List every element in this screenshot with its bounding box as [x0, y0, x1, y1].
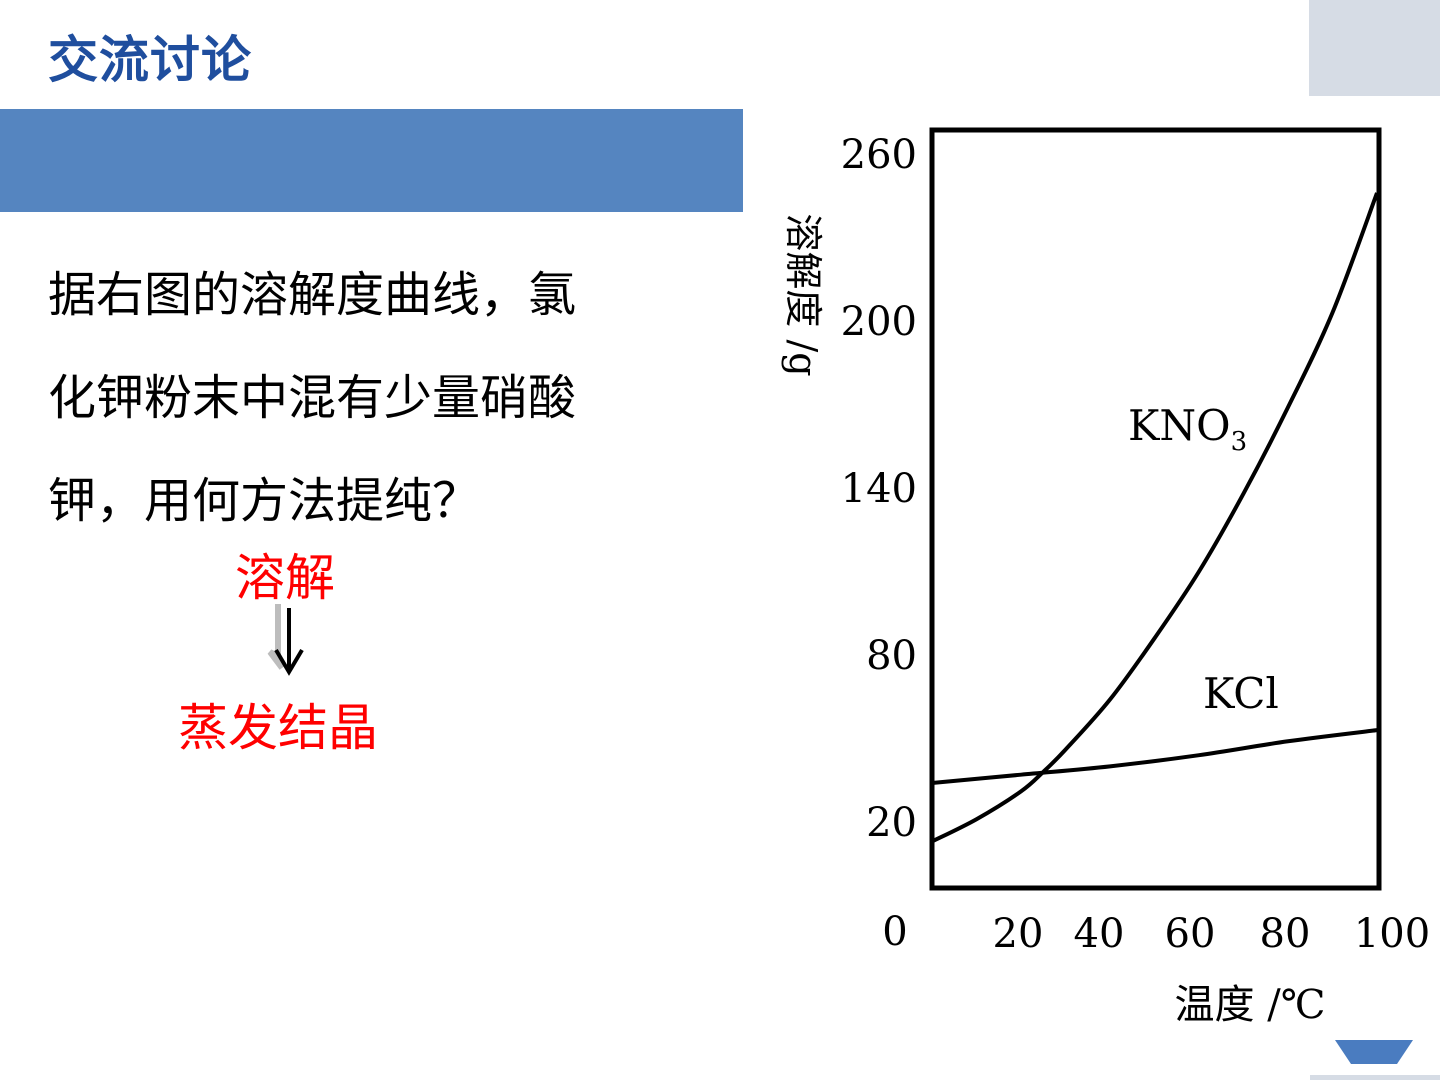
- series-labels: KNO3 KCl: [1128, 401, 1279, 718]
- y-tick-label: 140: [841, 466, 917, 512]
- page-tab-icon: [1335, 1040, 1413, 1064]
- origin-label: 0: [882, 909, 907, 955]
- title-banner: [0, 109, 743, 212]
- x-axis-ticks: 20 40 60 80 100: [993, 911, 1431, 957]
- down-arrow-icon: [267, 604, 304, 676]
- bottom-decoration: [1310, 1075, 1440, 1080]
- y-axis-ticks: 260 200 140 80 20: [841, 132, 917, 846]
- x-tick-label: 100: [1354, 911, 1430, 957]
- question-line-2: 化钾粉末中混有少量硝酸: [48, 370, 577, 426]
- x-tick-label: 40: [1074, 911, 1125, 957]
- series-line-kno3: [931, 192, 1379, 844]
- x-tick-label: 60: [1165, 911, 1216, 957]
- question-line-1: 据右图的溶解度曲线，氯: [48, 267, 577, 323]
- y-tick-label: 20: [866, 800, 917, 846]
- y-tick-label: 260: [841, 132, 917, 178]
- series-lines: [931, 192, 1379, 844]
- x-tick-label: 80: [1260, 911, 1311, 957]
- question-line-3: 钾，用何方法提纯？: [48, 473, 481, 529]
- corner-decoration: [1309, 0, 1440, 96]
- x-axis-label: 温度 /℃: [1175, 982, 1326, 1028]
- x-tick-label: 20: [993, 911, 1044, 957]
- step-dissolve: 溶解: [235, 549, 335, 607]
- y-tick-label: 200: [841, 299, 917, 345]
- plot-frame: [929, 127, 1382, 891]
- page-title: 交流讨论: [48, 31, 252, 89]
- question-text: 据右图的溶解度曲线，氯 化钾粉末中混有少量硝酸 钾，用何方法提纯？: [48, 244, 688, 553]
- y-axis-label: 溶解度 /g: [781, 213, 825, 376]
- series-line-kcl: [931, 728, 1378, 786]
- series-label-kcl: KCl: [1203, 669, 1279, 718]
- series-label-kno3: KNO3: [1128, 401, 1247, 457]
- step-evaporate-crystallize: 蒸发结晶: [178, 699, 378, 757]
- y-tick-label: 80: [866, 633, 917, 679]
